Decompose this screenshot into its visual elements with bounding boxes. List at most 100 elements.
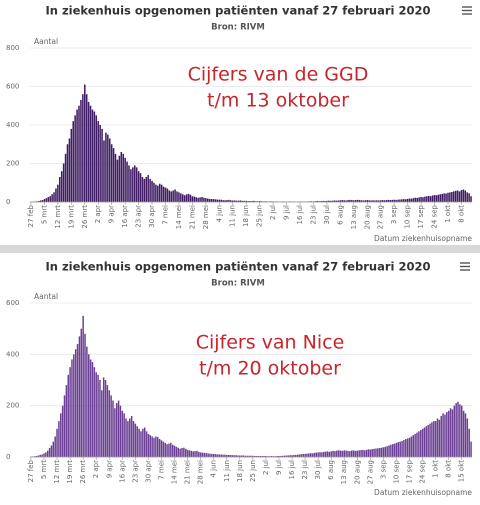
bar [436,195,438,202]
bar [172,190,174,202]
bar [215,454,216,457]
bar [128,165,130,202]
bar [55,189,57,202]
bar [138,429,139,457]
bar [390,445,391,457]
x-tick-label: 9 jul [275,460,283,475]
bar [169,190,171,202]
bar [403,199,405,202]
bar [409,199,411,202]
x-axis-title: Datum ziekenhuisopname [374,234,472,243]
y-tick-label: 400 [6,350,19,358]
bar [157,186,159,202]
bar [49,196,51,202]
bar [140,431,141,457]
bar [126,162,128,202]
bar [88,354,89,457]
bar [445,194,447,202]
x-tick-label: 27 feb [27,204,35,227]
bar [65,154,67,202]
bar [345,451,346,457]
bar [399,442,400,457]
bar [188,194,190,202]
bar [133,421,134,457]
bar [80,100,82,202]
bar [203,198,205,202]
bar [215,199,217,202]
x-axis-title: Datum ziekenhuisopname [374,488,472,497]
bar [114,408,115,457]
bar [360,450,361,457]
bar [426,426,427,457]
x-tick-label: 30 apr [144,460,152,483]
bar [118,401,119,457]
bar [86,94,88,202]
bar [71,359,72,457]
bar [192,196,194,202]
bar [122,154,124,202]
bar [200,452,201,457]
bar [159,439,160,457]
x-tick-label: 6 aug [336,205,344,225]
bar [461,406,462,457]
bar [194,451,195,457]
x-tick-label: 7 mei [161,205,169,225]
bar [447,193,449,202]
x-tick-label: 17 sep [406,459,414,483]
bar [432,195,434,202]
bar [426,196,428,202]
bar [448,411,449,457]
x-tick-label: 9 apr [105,460,113,478]
bar [124,158,126,202]
bar [90,359,91,457]
bar [202,453,203,457]
bar [67,144,69,202]
bar [67,375,68,457]
bar [418,431,419,457]
bar [53,192,55,202]
bar [336,451,337,457]
bar [465,190,467,202]
bar [211,199,213,202]
bar [168,444,169,457]
bar [207,199,209,202]
bar [205,453,206,457]
bar [77,344,78,457]
bar [116,403,117,457]
x-tick-label: 23 jul [309,205,317,225]
bar [302,454,303,457]
bar [59,177,61,202]
bar [415,198,417,202]
bar [84,85,86,202]
x-tick-label: 3 sep [390,204,398,224]
bar [466,192,468,202]
bar [107,135,109,202]
bar [453,191,455,202]
bar [47,451,48,457]
bar [461,190,463,202]
bar [319,452,320,457]
bar [96,115,98,202]
bar [449,192,451,202]
bar [176,191,178,202]
x-tick-label: 1 okt [444,205,452,223]
x-tick-label: 23 apr [131,460,139,483]
x-tick-label: 6 aug [327,460,335,480]
y-tick-label: 800 [6,44,19,52]
bar [181,448,182,457]
bar [306,454,307,457]
x-tick-label: 20 aug [353,460,361,484]
bar [73,354,74,457]
bar [405,199,407,202]
bar [129,419,130,458]
separator [0,245,480,253]
bar [411,436,412,457]
bar [459,404,460,457]
bar [434,195,436,202]
bar [207,453,208,457]
x-tick-label: 2 apr [94,205,102,223]
bar [105,133,107,202]
y-axis-title: Aantal [34,292,58,301]
bar [112,401,113,457]
bar [422,197,424,202]
